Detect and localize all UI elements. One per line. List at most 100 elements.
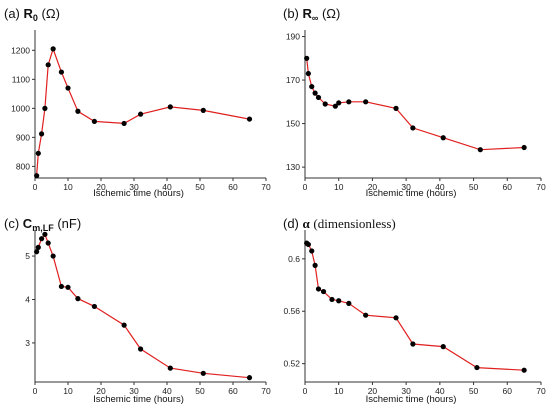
data-point xyxy=(45,62,51,68)
y-tick-label: 190 xyxy=(286,32,300,42)
panel-title: (d) α (dimensionless) xyxy=(283,216,396,232)
data-point xyxy=(336,298,342,304)
data-point xyxy=(65,85,71,91)
title-unit: (dimensionless) xyxy=(313,216,396,231)
title-symbol: C xyxy=(22,216,33,231)
y-tick-label: 5 xyxy=(25,251,30,261)
data-point xyxy=(521,367,527,373)
data-point xyxy=(91,118,97,125)
y-tick-label: 0.52 xyxy=(283,359,300,369)
data-point xyxy=(363,99,369,105)
x-tick-label: 10 xyxy=(334,182,344,192)
chart-svg: 0 10 20 30 40 50 60 70 3 4 5 Ischemic time (hours) xyxy=(25,230,271,405)
data-point xyxy=(246,116,253,122)
x-tick-label: 40 xyxy=(162,386,172,396)
x-tick-label: 60 xyxy=(503,182,513,192)
chart-panel-r0: (a) R0 (Ω) 0 10 20 30 40 50 60 70 800 900 1000 1100… xyxy=(0,0,275,205)
title-symbol: R xyxy=(302,6,312,21)
series-line xyxy=(306,242,525,371)
x-tick-label: 0 xyxy=(303,182,308,192)
data-point xyxy=(440,135,446,141)
chart-svg: 0 10 20 30 40 50 60 70 130 150 170 190 Ischemic time… xyxy=(286,30,546,199)
data-point xyxy=(138,346,144,352)
data-point xyxy=(42,231,48,237)
panel-title: (b) R∞ (Ω) xyxy=(283,6,340,23)
title-symbol: α xyxy=(302,216,310,231)
x-tick-label: 70 xyxy=(536,182,546,192)
data-point xyxy=(477,147,483,153)
data-point xyxy=(167,104,173,110)
data-point xyxy=(329,296,335,303)
x-tick-label: 70 xyxy=(261,182,271,192)
x-tick-label: 20 xyxy=(368,182,378,192)
title-symbol: R xyxy=(23,6,33,21)
x-tick-label: 50 xyxy=(469,182,479,192)
y-tick-label: 900 xyxy=(16,132,30,142)
data-point xyxy=(305,70,311,77)
data-point xyxy=(39,131,45,137)
series-line xyxy=(36,233,250,379)
data-point xyxy=(121,120,127,127)
y-tick-label: 1200 xyxy=(11,45,30,55)
y-tick-label: 0.56 xyxy=(283,306,300,316)
data-point xyxy=(50,253,56,259)
x-tick-label: 30 xyxy=(401,386,411,396)
x-tick-label: 70 xyxy=(261,386,271,396)
data-point xyxy=(91,303,97,310)
x-tick-label: 20 xyxy=(368,386,378,396)
title-subscript: m,LF xyxy=(32,223,54,233)
x-tick-label: 40 xyxy=(435,182,445,192)
panel-label: (d) xyxy=(283,216,299,231)
x-tick-label: 50 xyxy=(195,182,205,192)
x-axis-label: Ischemic time (hours) xyxy=(366,188,457,199)
x-tick-label: 60 xyxy=(228,182,238,192)
data-point xyxy=(65,284,71,290)
data-point xyxy=(39,236,45,242)
data-point xyxy=(336,100,342,106)
title-unit: (Ω) xyxy=(41,6,60,21)
y-tick-label: 130 xyxy=(286,162,300,172)
x-axis-label: Ischemic time (hours) xyxy=(93,394,184,405)
x-tick-label: 60 xyxy=(228,386,238,396)
chart-svg: 0 10 20 30 40 50 60 70 800 900 1000 1100 1200 Ischemi… xyxy=(11,30,271,199)
data-point xyxy=(346,99,352,105)
data-point xyxy=(121,322,127,328)
title-subscript: ∞ xyxy=(311,13,319,23)
data-point xyxy=(246,375,253,381)
x-tick-label: 50 xyxy=(469,386,479,396)
data-point xyxy=(167,365,173,371)
data-point xyxy=(304,55,310,61)
data-point xyxy=(34,173,40,179)
data-point xyxy=(393,105,399,111)
data-point xyxy=(312,262,318,268)
data-point xyxy=(332,103,338,109)
data-point xyxy=(305,241,311,248)
panel-title: (a) R0 (Ω) xyxy=(4,6,60,23)
chart-svg: 0 10 20 30 40 50 60 70 0.52 0.56 0.6 Ischemic time … xyxy=(283,230,546,405)
x-tick-label: 30 xyxy=(129,182,139,192)
panel-title: (c) Cm,LF (nF) xyxy=(4,216,81,233)
x-tick-label: 40 xyxy=(435,386,445,396)
title-subscript: 0 xyxy=(32,13,38,23)
x-tick-label: 0 xyxy=(33,182,38,192)
data-point xyxy=(363,312,369,318)
data-point xyxy=(35,150,41,156)
x-tick-label: 30 xyxy=(401,182,411,192)
y-tick-label: 170 xyxy=(286,75,300,85)
data-point xyxy=(346,300,352,306)
y-tick-label: 4 xyxy=(25,294,30,304)
data-point xyxy=(42,105,48,111)
data-point xyxy=(410,125,416,131)
data-point xyxy=(322,101,328,107)
data-point xyxy=(58,283,64,290)
data-point xyxy=(320,288,327,295)
title-unit: (Ω) xyxy=(321,6,341,21)
data-point xyxy=(309,248,315,254)
chart-panel-cmlf: (c) Cm,LF (nF) 0 10 20 30 40 50 60 70 3 4 5 Ischemi… xyxy=(0,210,275,420)
chart-panel-rinf: (b) R∞ (Ω) 0 10 20 30 40 50 60 70 130 150 170 190 Is… xyxy=(275,0,550,205)
x-tick-label: 40 xyxy=(162,182,172,192)
x-tick-label: 0 xyxy=(303,386,308,396)
y-tick-label: 0.6 xyxy=(288,254,300,264)
series-line xyxy=(36,47,250,176)
data-point xyxy=(309,83,315,90)
